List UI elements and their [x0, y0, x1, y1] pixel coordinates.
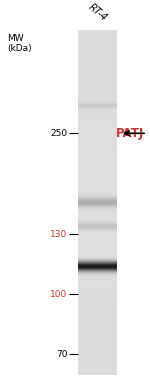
Text: RT-4: RT-4 [86, 2, 109, 23]
Text: MW
(kDa): MW (kDa) [8, 34, 32, 53]
Text: PATJ: PATJ [116, 127, 144, 140]
Text: 250: 250 [50, 129, 68, 138]
Text: 70: 70 [56, 350, 68, 359]
Text: 130: 130 [50, 230, 68, 239]
Text: 100: 100 [50, 290, 68, 299]
